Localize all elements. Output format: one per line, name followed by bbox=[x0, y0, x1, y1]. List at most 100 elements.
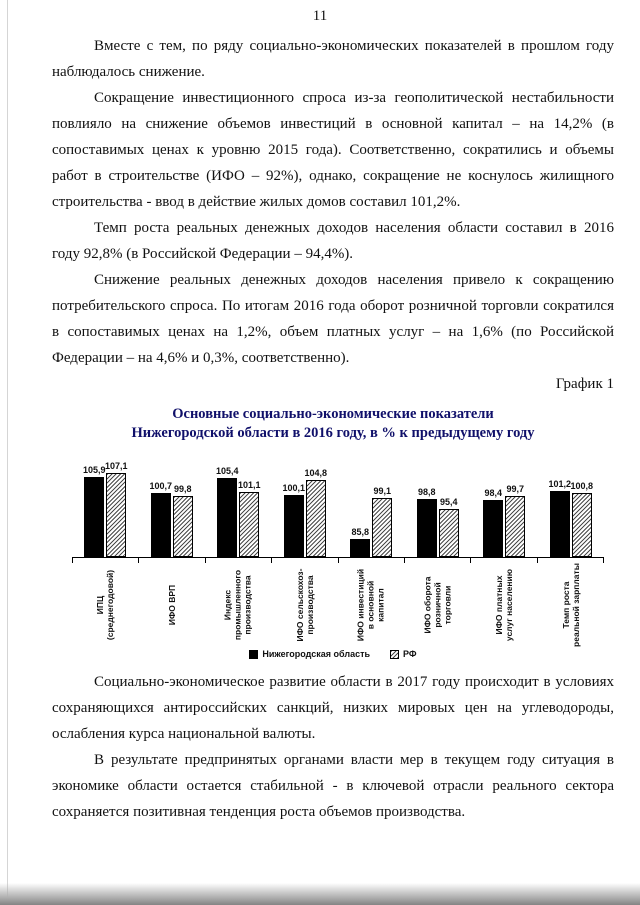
bar-region bbox=[217, 478, 238, 557]
bar-slot: 95,4 bbox=[438, 459, 460, 557]
bar-rf bbox=[438, 509, 459, 557]
chart-plot-area: 105,9 107,1 100,7 99,8 105,4 101,1 100,1 104,8 8… bbox=[72, 459, 604, 558]
bar-group: 105,9 107,1 bbox=[72, 459, 139, 557]
bar-region bbox=[350, 539, 371, 557]
legend-label-rf: РФ bbox=[403, 649, 417, 659]
bar-value-label: 100,1 bbox=[282, 483, 306, 493]
bar-slot: 98,4 bbox=[482, 459, 504, 557]
bar-value-label: 99,7 bbox=[506, 484, 525, 494]
bar-slot: 99,1 bbox=[371, 459, 393, 557]
bar-slot: 98,8 bbox=[416, 459, 438, 557]
bar-slot: 107,1 bbox=[104, 459, 128, 557]
bar-region bbox=[416, 499, 437, 557]
page-number: 11 bbox=[312, 8, 328, 24]
scan-artifact-shadow bbox=[0, 883, 640, 905]
axis-tick bbox=[538, 558, 604, 563]
bar-rf bbox=[239, 492, 260, 557]
bar-region bbox=[283, 495, 304, 557]
paragraph-2017-conditions: Социально-экономическое развитие области… bbox=[52, 674, 614, 742]
bar-slot: 101,1 bbox=[237, 459, 261, 557]
bar-value-label: 99,1 bbox=[373, 486, 392, 496]
bar-slot: 101,2 bbox=[548, 459, 572, 557]
bar-value-label: 104,8 bbox=[304, 468, 328, 478]
category-axis: ИПЦ (среднегодовой) ИФО ВРП Индекс промышл… bbox=[72, 563, 604, 647]
bar-slot: 85,8 bbox=[349, 459, 371, 557]
document-body: Вместе с тем, по ряду социально-экономич… bbox=[52, 33, 614, 825]
axis-tick bbox=[73, 558, 140, 563]
bar-rf bbox=[571, 493, 592, 557]
bar-group: 100,7 99,8 bbox=[139, 459, 206, 557]
bar-rf bbox=[505, 496, 526, 557]
legend-label-region: Нижегородская область bbox=[262, 649, 371, 659]
legend-swatch-region bbox=[249, 649, 259, 659]
bar-group: 98,8 95,4 bbox=[405, 459, 472, 557]
bar-group: 98,4 99,7 bbox=[471, 459, 538, 557]
paragraph-stability: В результате предпринятых органами власт… bbox=[52, 752, 614, 820]
bar-slot: 100,8 bbox=[570, 459, 594, 557]
category-cell: ИФО оборота розничной торговли bbox=[405, 563, 472, 647]
bar-value-label: 107,1 bbox=[104, 461, 128, 471]
category-cell: Индекс промышленного производства bbox=[205, 563, 272, 647]
bar-slot: 105,9 bbox=[82, 459, 106, 557]
category-label: ИФО инвестиций в основной капитал bbox=[355, 568, 387, 642]
category-label: ИФО ВРП bbox=[166, 584, 177, 626]
category-label: ИФО сельскохоз- производства bbox=[294, 568, 315, 642]
bar-value-label: 95,4 bbox=[439, 497, 458, 507]
chart-legend: Нижегородская область РФ bbox=[52, 649, 614, 659]
bar-group: 100,1 104,8 bbox=[272, 459, 339, 557]
bar-rf bbox=[305, 480, 326, 557]
paragraph-investment: Сокращение инвестиционного спроса из-за … bbox=[52, 90, 614, 210]
legend-swatch-rf bbox=[390, 649, 400, 659]
bar-value-label: 101,1 bbox=[237, 480, 261, 490]
bar-value-label: 98,8 bbox=[417, 487, 436, 497]
bar-slot: 104,8 bbox=[304, 459, 328, 557]
category-cell: ИФО платных услуг населению bbox=[471, 563, 538, 647]
scan-artifact-line bbox=[7, 0, 8, 905]
chart: Основные социально-экономические показат… bbox=[52, 405, 614, 659]
bar-group: 85,8 99,1 bbox=[338, 459, 405, 557]
paragraph-incomes: Темп роста реальных денежных доходов нас… bbox=[52, 220, 614, 262]
legend-item-rf: РФ bbox=[390, 649, 417, 659]
bar-slot: 100,7 bbox=[149, 459, 173, 557]
bar-value-label: 101,2 bbox=[548, 479, 572, 489]
category-cell: Темп роста реальной зарплаты bbox=[538, 563, 605, 647]
bar-rf bbox=[106, 473, 127, 557]
axis-tick bbox=[471, 558, 538, 563]
category-label: ИФО оборота розничной торговли bbox=[422, 576, 453, 634]
chart-caption: График 1 bbox=[555, 376, 614, 392]
bar-value-label: 98,4 bbox=[484, 488, 503, 498]
bar-slot: 105,4 bbox=[215, 459, 239, 557]
bar-group: 101,2 100,8 bbox=[538, 459, 605, 557]
category-cell: ИФО инвестиций в основной капитал bbox=[338, 563, 405, 647]
chart-title: Основные социально-экономические показат… bbox=[52, 405, 614, 443]
bar-value-label: 100,7 bbox=[149, 481, 173, 491]
bar-value-label: 100,8 bbox=[570, 481, 594, 491]
bar-slot: 100,1 bbox=[282, 459, 306, 557]
bar-value-label: 99,8 bbox=[173, 484, 192, 494]
paragraph-retail: Снижение реальных денежных доходов насел… bbox=[52, 272, 614, 366]
axis-tick bbox=[405, 558, 472, 563]
bar-region bbox=[84, 477, 105, 557]
bar-rf bbox=[372, 498, 393, 557]
bar-value-label: 105,4 bbox=[215, 466, 239, 476]
paragraph-decline-intro: Вместе с тем, по ряду социально-экономич… bbox=[52, 38, 614, 80]
axis-tick bbox=[206, 558, 273, 563]
legend-item-region: Нижегородская область bbox=[249, 649, 370, 659]
bar-region bbox=[150, 493, 171, 557]
category-label: Темп роста реальной зарплаты bbox=[560, 563, 581, 647]
chart-title-line2: Нижегородской области в 2016 году, в % к… bbox=[131, 425, 535, 441]
category-cell: ИФО сельскохоз- производства bbox=[272, 563, 339, 647]
axis-tick bbox=[139, 558, 206, 563]
axis-tick-row bbox=[72, 558, 604, 563]
category-label: ИПЦ (среднегодовой) bbox=[95, 569, 116, 641]
category-label: ИФО платных услуг населению bbox=[494, 568, 515, 642]
bar-region bbox=[549, 491, 570, 557]
bar-value-label: 105,9 bbox=[82, 465, 106, 475]
bar-slot: 99,7 bbox=[504, 459, 526, 557]
chart-title-line1: Основные социально-экономические показат… bbox=[172, 406, 494, 422]
bar-rf bbox=[172, 496, 193, 557]
category-cell: ИФО ВРП bbox=[139, 563, 206, 647]
bar-group: 105,4 101,1 bbox=[205, 459, 272, 557]
bar-slot: 99,8 bbox=[172, 459, 194, 557]
axis-tick bbox=[272, 558, 339, 563]
